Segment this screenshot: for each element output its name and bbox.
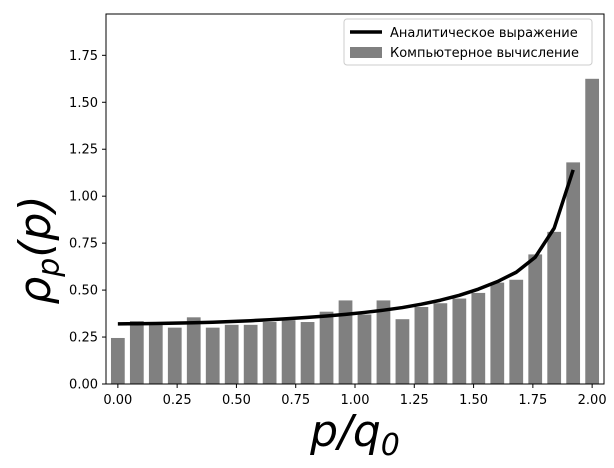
x-tick-label: 1.50 xyxy=(459,393,488,408)
y-axis-label-main: ρ xyxy=(10,277,61,305)
legend-label-computed: Компьютерное вычисление xyxy=(390,46,579,61)
x-tick-label: 1.25 xyxy=(400,393,429,408)
bar-computed xyxy=(319,311,334,384)
bar-computed xyxy=(376,300,391,384)
y-tick-label: 1.75 xyxy=(69,49,98,64)
bar-computed xyxy=(110,337,125,384)
x-axis-label-main: p/q xyxy=(309,406,381,457)
bar-computed xyxy=(338,300,353,384)
bar-computed xyxy=(300,322,315,384)
bar-computed xyxy=(528,254,543,384)
bar-computed xyxy=(509,279,524,384)
bar-computed xyxy=(471,292,486,384)
x-tick-label: 1.75 xyxy=(518,393,547,408)
y-tick-label: 0.25 xyxy=(69,331,98,346)
bar-computed xyxy=(129,321,144,384)
legend: Аналитическое выражение Компьютерное выч… xyxy=(343,18,593,66)
bar-computed xyxy=(357,314,372,384)
bar-computed xyxy=(433,303,448,384)
legend-bar-swatch xyxy=(350,47,382,58)
x-tick-label: 0.50 xyxy=(222,393,251,408)
x-tick-label: 1.00 xyxy=(341,393,370,408)
x-tick-label: 0.25 xyxy=(163,393,192,408)
y-tick-label: 0.75 xyxy=(69,237,98,252)
bar-computed xyxy=(281,320,296,384)
legend-frame xyxy=(343,18,593,66)
bar-computed xyxy=(167,327,182,384)
x-tick-label: 2.00 xyxy=(578,393,607,408)
bar-computed xyxy=(224,324,239,384)
bar-computed xyxy=(547,231,562,384)
plot-area xyxy=(110,78,600,385)
x-tick-label: 0.00 xyxy=(103,393,132,408)
bar-computed xyxy=(262,322,277,384)
bar-computed xyxy=(395,319,410,384)
bar-computed xyxy=(566,162,581,384)
y-axis-label: ρp(p) xyxy=(10,195,67,304)
x-tick-label: 0.75 xyxy=(281,393,310,408)
y-tick-label: 1.00 xyxy=(69,190,98,205)
y-tick-label: 0.00 xyxy=(69,378,98,393)
axes: 0.00 0.25 0.50 0.75 1.00 1.25 1.50 1.75 2.00 0.00… xyxy=(69,13,607,408)
bar-computed xyxy=(243,324,258,384)
bar-computed xyxy=(490,282,505,384)
bar-computed xyxy=(414,306,429,384)
y-tick-label: 1.25 xyxy=(69,143,98,158)
x-axis-label-subscript: 0 xyxy=(381,428,400,463)
legend-label-analytic: Аналитическое выражение xyxy=(390,26,578,41)
line-analytic xyxy=(117,169,575,326)
bar-computed xyxy=(585,78,600,385)
bar-computed xyxy=(148,322,163,384)
y-axis-label-suffix: (p) xyxy=(10,195,61,257)
bar-computed xyxy=(186,317,201,384)
bar-computed xyxy=(205,327,220,384)
y-axis-label-subscript: p xyxy=(32,258,67,278)
y-tick-label: 1.50 xyxy=(69,96,98,111)
y-tick-label: 0.50 xyxy=(69,284,98,299)
x-axis-label: p/q0 xyxy=(309,406,400,463)
bar-computed xyxy=(452,298,467,384)
